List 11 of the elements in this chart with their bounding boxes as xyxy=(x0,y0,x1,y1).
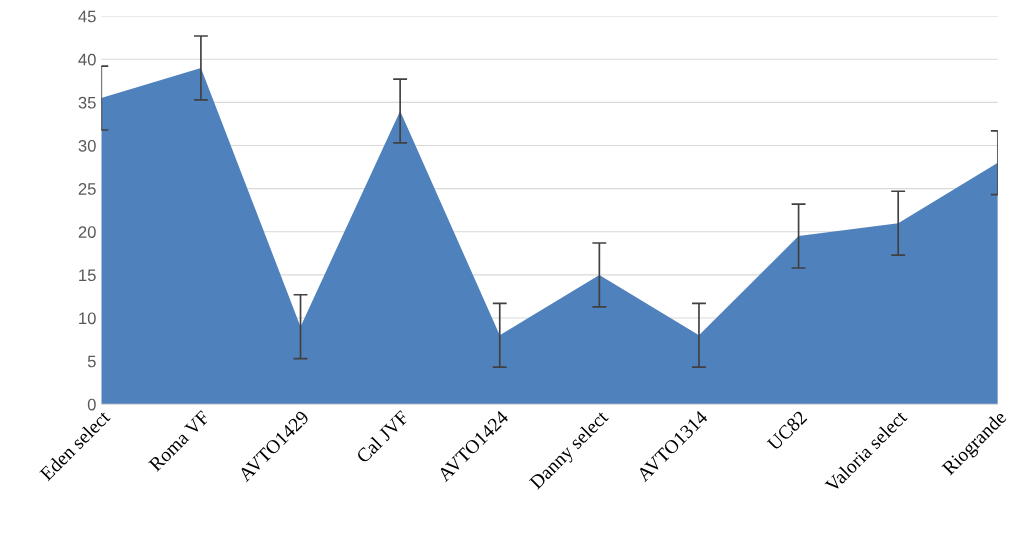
y-tick-label: 35 xyxy=(78,96,96,109)
y-tick-label: 40 xyxy=(78,53,96,66)
y-tick-label: 25 xyxy=(78,183,96,195)
y-tick-label: 20 xyxy=(78,226,96,238)
y-tick-label: 10 xyxy=(79,312,96,325)
y-tick-label: 0 xyxy=(87,398,96,411)
x-tick-label: Cal JVF xyxy=(355,409,410,464)
y-tick-label: 30 xyxy=(78,139,96,152)
y-tick-label: 45 xyxy=(78,10,96,23)
y-tick-label: 5 xyxy=(87,355,96,368)
y-tick-label: 15 xyxy=(79,269,96,282)
